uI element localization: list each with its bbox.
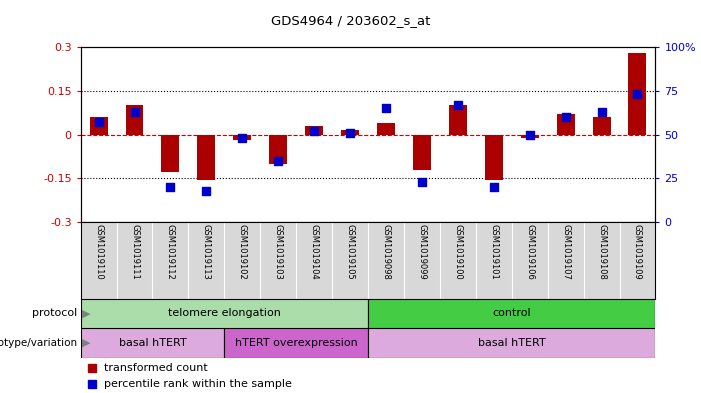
Bar [413,134,431,170]
Bar [161,134,179,173]
Text: GSM1019111: GSM1019111 [130,224,139,280]
Text: hTERT overexpression: hTERT overexpression [235,338,358,348]
Text: GSM1019108: GSM1019108 [597,224,606,280]
Bar [521,134,538,138]
Text: GSM1019109: GSM1019109 [633,224,642,280]
Bar [629,53,646,134]
Bar [125,105,144,134]
Point [560,114,571,120]
Text: GSM1019098: GSM1019098 [381,224,390,280]
Bar [305,126,323,134]
Bar [198,134,215,180]
Bar [377,123,395,134]
Point [452,102,463,108]
Point [416,179,428,185]
Text: GSM1019102: GSM1019102 [238,224,247,280]
Text: ▶: ▶ [82,338,90,348]
Bar [269,134,287,164]
Bar [368,299,655,328]
Text: control: control [492,309,531,318]
Text: telomere elongation: telomere elongation [168,309,281,318]
Bar [90,117,107,134]
Point [237,135,248,141]
Point [632,91,643,97]
Point [165,184,176,190]
Bar [81,299,368,328]
Text: GSM1019112: GSM1019112 [166,224,175,280]
Text: GSM1019107: GSM1019107 [561,224,570,280]
Bar [485,134,503,180]
Bar [449,105,467,134]
Point [308,128,320,134]
Bar [557,114,575,134]
Text: basal hTERT: basal hTERT [118,338,186,348]
Point [596,109,607,115]
Text: percentile rank within the sample: percentile rank within the sample [104,379,292,389]
Text: genotype/variation: genotype/variation [0,338,77,348]
Point [93,119,104,125]
Text: ▶: ▶ [82,309,90,318]
Point [524,131,536,138]
Text: protocol: protocol [32,309,77,318]
Point [129,109,140,115]
Bar [368,328,655,358]
Text: GSM1019103: GSM1019103 [273,224,283,280]
Point [488,184,499,190]
Text: GSM1019105: GSM1019105 [346,224,355,280]
Text: GSM1019110: GSM1019110 [94,224,103,280]
Text: GSM1019104: GSM1019104 [310,224,319,280]
Bar [224,328,368,358]
Text: GSM1019113: GSM1019113 [202,224,211,280]
Bar [592,117,611,134]
Text: basal hTERT: basal hTERT [478,338,545,348]
Text: GSM1019101: GSM1019101 [489,224,498,280]
Text: GSM1019099: GSM1019099 [417,224,426,280]
Text: GSM1019106: GSM1019106 [525,224,534,280]
Bar [81,328,224,358]
Point [381,105,392,112]
Text: GSM1019100: GSM1019100 [454,224,463,280]
Point [200,187,212,194]
Point [344,130,355,136]
Text: transformed count: transformed count [104,362,207,373]
Bar [233,134,251,140]
Point [273,158,284,164]
Text: GDS4964 / 203602_s_at: GDS4964 / 203602_s_at [271,14,430,27]
Bar [341,130,359,134]
